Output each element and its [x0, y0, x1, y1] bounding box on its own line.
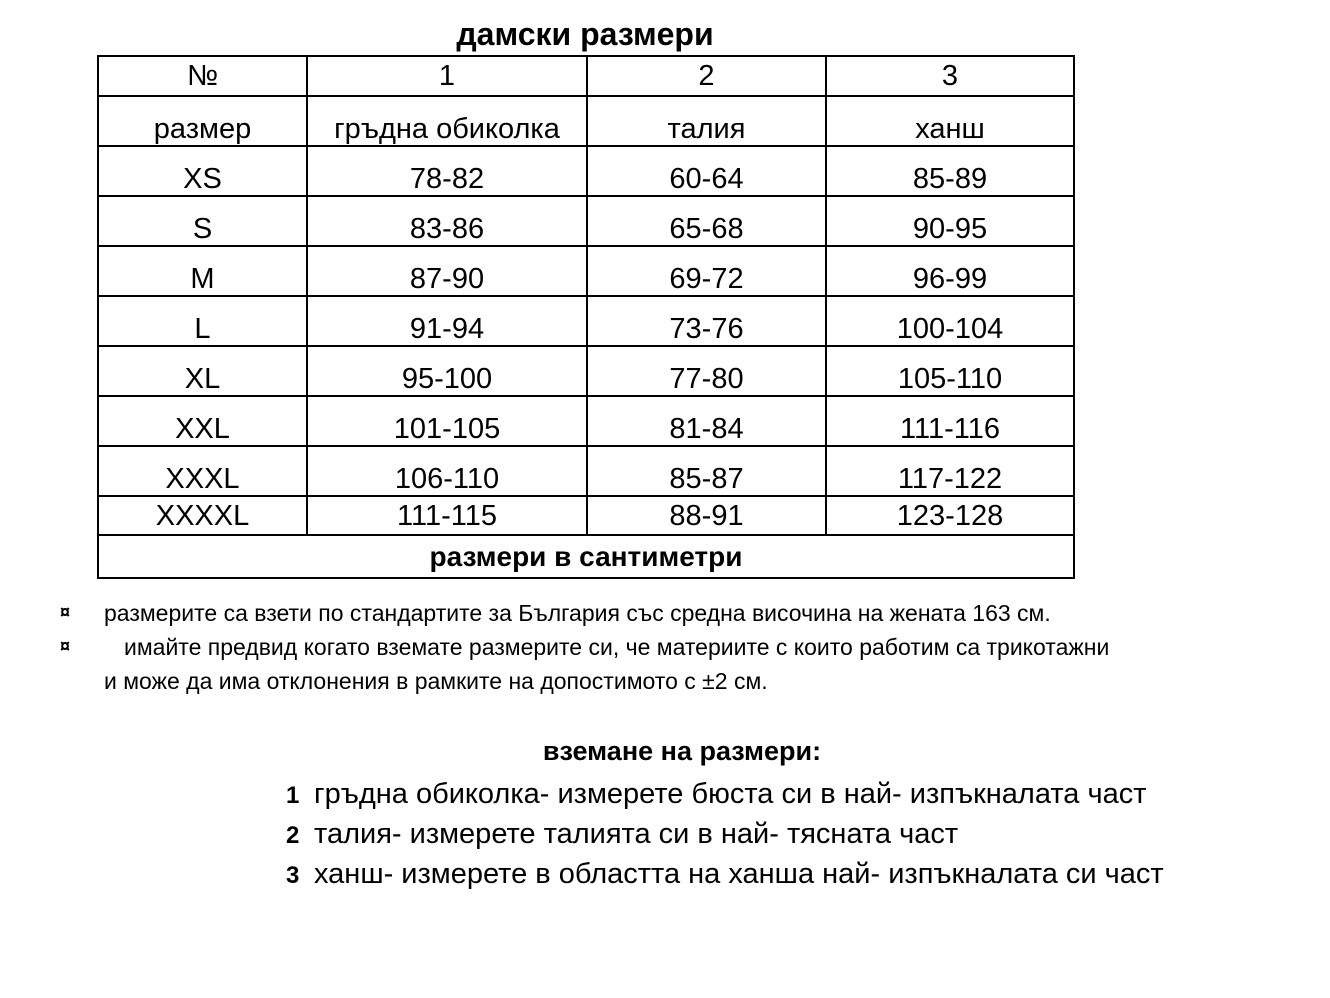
table-row: XS 78-82 60-64 85-89	[97, 145, 1075, 197]
size-cell: L	[97, 295, 308, 347]
measure-cell: 91-94	[306, 295, 588, 347]
note-text: и може да има отклонения в рамките на до…	[104, 668, 768, 694]
table-row: XXXL 106-110 85-87 117-122	[97, 445, 1075, 497]
size-cell: XXXXL	[97, 495, 308, 536]
step-text: талия- измерете талията си в най- тяснат…	[314, 818, 959, 850]
measure-cell: 123-128	[825, 495, 1075, 536]
measure-cell: 106-110	[306, 445, 588, 497]
bullet-icon: ¤	[60, 602, 71, 622]
measure-cell: 87-90	[306, 245, 588, 297]
measuring-heading: вземане на размери:	[542, 736, 822, 766]
measure-cell: 95-100	[306, 345, 588, 397]
note-text: имайте предвид когато вземате размерите …	[124, 634, 1110, 660]
size-cell: XS	[97, 145, 308, 197]
measure-cell: 100-104	[825, 295, 1075, 347]
header-label-row: размер гръдна обиколка талия ханш	[97, 95, 1075, 147]
header-cell: гръдна обиколка	[306, 95, 588, 147]
table-row: XL 95-100 77-80 105-110	[97, 345, 1075, 397]
measure-cell: 81-84	[586, 395, 827, 447]
measure-cell: 88-91	[586, 495, 827, 536]
header-cell: размер	[97, 95, 308, 147]
measuring-step: 1 гръдна обиколка- измерете бюста си в на…	[286, 777, 1147, 813]
table-row: L 91-94 73-76 100-104	[97, 295, 1075, 347]
table-row: XXL 101-105 81-84 111-116	[97, 395, 1075, 447]
bullet-icon: ¤	[60, 636, 71, 656]
measure-cell: 85-87	[586, 445, 827, 497]
header-cell: 3	[825, 55, 1075, 97]
size-table: № 1 2 3 размер гръдна обиколка талия хан…	[97, 55, 1075, 579]
header-cell: 2	[586, 55, 827, 97]
header-cell: №	[97, 55, 308, 97]
measure-cell: 96-99	[825, 245, 1075, 297]
measure-cell: 90-95	[825, 195, 1075, 247]
table-footer-row: размери в сантиметри	[97, 534, 1075, 579]
header-cell: 1	[306, 55, 588, 97]
table-footer: размери в сантиметри	[97, 534, 1075, 579]
measure-cell: 83-86	[306, 195, 588, 247]
measure-cell: 105-110	[825, 345, 1075, 397]
measure-cell: 117-122	[825, 445, 1075, 497]
header-number-row: № 1 2 3	[97, 55, 1075, 97]
measure-cell: 69-72	[586, 245, 827, 297]
measuring-step: 3 ханш- измерете в областта на ханша най-…	[286, 857, 1164, 893]
step-number: 2	[286, 822, 300, 849]
size-cell: XL	[97, 345, 308, 397]
measure-cell: 111-116	[825, 395, 1075, 447]
measure-cell: 65-68	[586, 195, 827, 247]
measure-cell: 78-82	[306, 145, 588, 197]
header-cell: талия	[586, 95, 827, 147]
measure-cell: 60-64	[586, 145, 827, 197]
step-number: 1	[286, 782, 300, 809]
size-cell: S	[97, 195, 308, 247]
measure-cell: 111-115	[306, 495, 588, 536]
measure-cell: 101-105	[306, 395, 588, 447]
measure-cell: 77-80	[586, 345, 827, 397]
measuring-step: 2 талия- измерете талията си в най- тясна…	[286, 817, 958, 853]
size-cell: M	[97, 245, 308, 297]
header-cell: ханш	[825, 95, 1075, 147]
table-row: M 87-90 69-72 96-99	[97, 245, 1075, 297]
measure-cell: 85-89	[825, 145, 1075, 197]
table-row: S 83-86 65-68 90-95	[97, 195, 1075, 247]
size-cell: XXXL	[97, 445, 308, 497]
table-row: XXXXL 111-115 88-91 123-128	[97, 495, 1075, 536]
measure-cell: 73-76	[586, 295, 827, 347]
page-title: дамски размери	[456, 16, 714, 52]
step-text: гръдна обиколка- измерете бюста си в най…	[314, 778, 1147, 810]
size-cell: XXL	[97, 395, 308, 447]
step-number: 3	[286, 862, 300, 889]
note-text: размерите са взети по стандартите за Бъл…	[104, 600, 1051, 626]
step-text: ханш- измерете в областта на ханша най- …	[314, 858, 1164, 890]
